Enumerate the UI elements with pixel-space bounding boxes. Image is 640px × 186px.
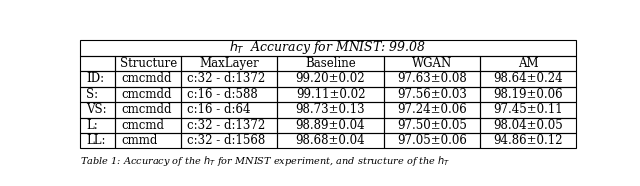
Bar (383, 118, 480, 133)
Text: $h_T$  Accuracy for MNIST: 99.08: $h_T$ Accuracy for MNIST: 99.08 (229, 39, 427, 56)
Text: WGAN: WGAN (412, 57, 452, 70)
Bar (115, 87, 181, 102)
Text: Baseline: Baseline (305, 57, 356, 70)
Bar (80, 118, 115, 133)
Bar (181, 102, 277, 118)
Bar (383, 102, 480, 118)
Text: c:16 - d:588: c:16 - d:588 (187, 88, 258, 101)
Bar (181, 133, 277, 148)
Text: cmmd: cmmd (122, 134, 157, 147)
Bar (115, 56, 181, 71)
Bar (181, 87, 277, 102)
Text: L:: L: (86, 119, 98, 132)
Bar (80, 133, 115, 148)
Bar (277, 102, 383, 118)
Bar (80, 71, 115, 87)
Bar (480, 71, 576, 87)
Bar (480, 56, 576, 71)
Bar (181, 118, 277, 133)
Text: AM: AM (518, 57, 538, 70)
Bar (480, 133, 576, 148)
Bar (277, 71, 383, 87)
Text: 97.24±0.06: 97.24±0.06 (397, 103, 467, 116)
Bar (181, 56, 277, 71)
Bar (277, 133, 383, 148)
Text: 97.63±0.08: 97.63±0.08 (397, 73, 467, 85)
Text: VS:: VS: (86, 103, 107, 116)
Text: 94.86±0.12: 94.86±0.12 (493, 134, 563, 147)
Text: 98.89±0.04: 98.89±0.04 (296, 119, 365, 132)
Text: MaxLayer: MaxLayer (200, 57, 259, 70)
Text: cmcmdd: cmcmdd (122, 103, 172, 116)
Text: 97.05±0.06: 97.05±0.06 (397, 134, 467, 147)
Bar (80, 39, 576, 56)
Text: 98.64±0.24: 98.64±0.24 (493, 73, 563, 85)
Bar (115, 133, 181, 148)
Text: c:32 - d:1372: c:32 - d:1372 (187, 73, 266, 85)
Bar (480, 87, 576, 102)
Bar (115, 102, 181, 118)
Text: 97.50±0.05: 97.50±0.05 (397, 119, 467, 132)
Bar (115, 71, 181, 87)
Text: 97.56±0.03: 97.56±0.03 (397, 88, 467, 101)
Bar (277, 56, 383, 71)
Text: 98.04±0.05: 98.04±0.05 (493, 119, 563, 132)
Bar (480, 102, 576, 118)
Bar (80, 87, 115, 102)
Text: Structure: Structure (120, 57, 177, 70)
Text: 97.45±0.11: 97.45±0.11 (493, 103, 563, 116)
Bar (383, 56, 480, 71)
Text: 99.11±0.02: 99.11±0.02 (296, 88, 365, 101)
Bar (383, 87, 480, 102)
Text: 99.20±0.02: 99.20±0.02 (296, 73, 365, 85)
Text: ID:: ID: (86, 73, 104, 85)
Text: cmcmd: cmcmd (122, 119, 164, 132)
Bar (115, 118, 181, 133)
Text: 98.19±0.06: 98.19±0.06 (493, 88, 563, 101)
Bar (480, 118, 576, 133)
Text: S:: S: (86, 88, 98, 101)
Text: c:32 - d:1568: c:32 - d:1568 (187, 134, 266, 147)
Bar (383, 71, 480, 87)
Bar (277, 118, 383, 133)
Text: c:16 - d:64: c:16 - d:64 (187, 103, 251, 116)
Bar (181, 71, 277, 87)
Bar (383, 133, 480, 148)
Bar (80, 56, 115, 71)
Text: c:32 - d:1372: c:32 - d:1372 (187, 119, 266, 132)
Text: 98.73±0.13: 98.73±0.13 (296, 103, 365, 116)
Bar (277, 87, 383, 102)
Text: cmcmdd: cmcmdd (122, 73, 172, 85)
Bar (80, 102, 115, 118)
Text: Table 1: Accuracy of the $h_T$ for MNIST experiment, and structure of the $h_T$: Table 1: Accuracy of the $h_T$ for MNIST… (80, 154, 451, 168)
Text: LL:: LL: (86, 134, 106, 147)
Text: 98.68±0.04: 98.68±0.04 (296, 134, 365, 147)
Text: cmcmdd: cmcmdd (122, 88, 172, 101)
